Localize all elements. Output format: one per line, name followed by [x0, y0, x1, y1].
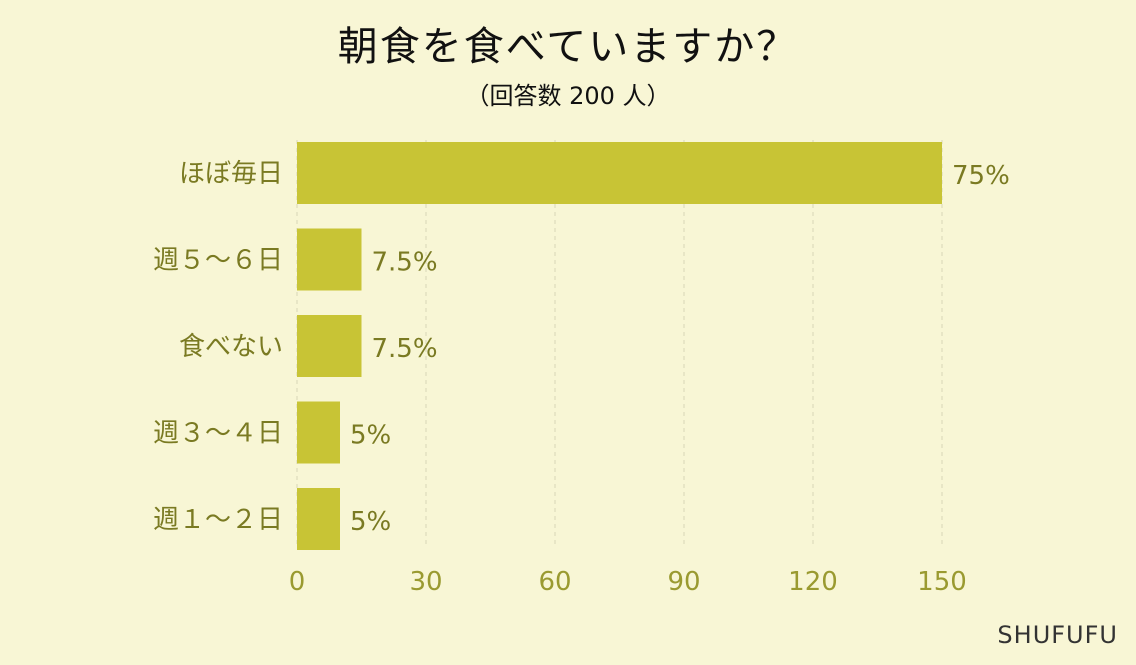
- x-tick-label: 90: [667, 567, 700, 597]
- brand-logo: SHUFUFU: [997, 621, 1118, 649]
- x-tick-label: 0: [289, 567, 306, 597]
- x-tick-label: 120: [788, 567, 838, 597]
- x-tick-label: 150: [917, 567, 967, 597]
- category-label: 週３～４日: [153, 419, 283, 449]
- labels: 0 30 60 90 120 150 ほぼ毎日 75% 週５～６日 7.5% 食べない 7.5% 週３～…: [153, 159, 1010, 597]
- chart-subtitle: （回答数 200 人）: [465, 82, 671, 110]
- data-label: 7.5%: [372, 334, 438, 364]
- data-label: 5%: [350, 421, 391, 451]
- category-label: ほぼ毎日: [179, 159, 283, 189]
- category-label: 週５～６日: [153, 246, 283, 276]
- bar: [297, 142, 942, 204]
- bars: [297, 142, 942, 550]
- bar: [297, 228, 362, 291]
- bar: [297, 488, 340, 550]
- category-label: 週１～２日: [153, 505, 283, 535]
- bar: [297, 315, 362, 377]
- x-tick-label: 30: [409, 567, 442, 597]
- bar: [297, 401, 340, 464]
- category-label: 食べない: [179, 332, 283, 362]
- chart-title: 朝食を食べていますか？: [337, 24, 799, 70]
- data-label: 7.5%: [372, 248, 438, 278]
- data-label: 5%: [350, 507, 391, 537]
- x-tick-label: 60: [538, 567, 571, 597]
- data-label: 75%: [952, 161, 1010, 191]
